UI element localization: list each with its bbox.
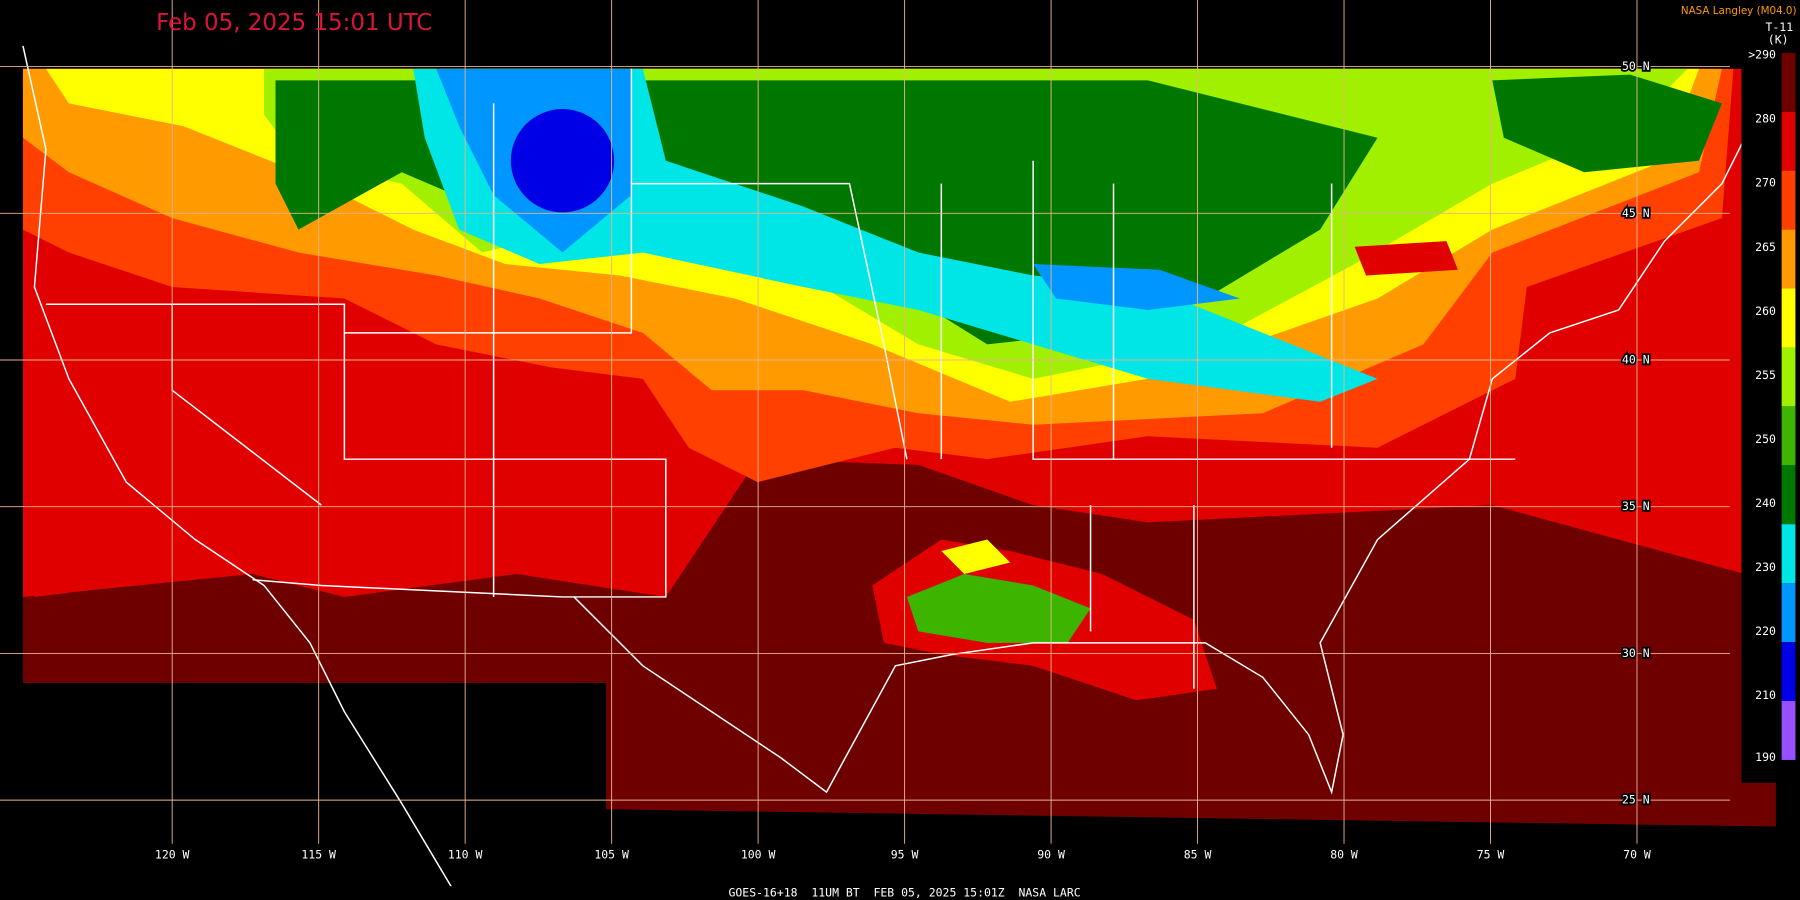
red-lake bbox=[1354, 241, 1458, 276]
green-northeast bbox=[1492, 74, 1722, 173]
longitude-label: 85 W bbox=[1184, 848, 1212, 862]
product: T-11 bbox=[1765, 20, 1793, 34]
latitude-label: 35 N bbox=[1622, 499, 1650, 513]
west-coast bbox=[22, 45, 460, 900]
credit: NASA Langley (M04.0) bbox=[1681, 5, 1797, 17]
colorbar-label: 260 bbox=[1755, 304, 1776, 318]
longitude-label: 90 W bbox=[1037, 848, 1065, 862]
colorbar-swatch bbox=[1781, 701, 1796, 760]
colorbar-label: 270 bbox=[1755, 176, 1776, 190]
footer: GOES-16+18 11UM BT FEB 05, 2025 15:01Z N… bbox=[729, 886, 1081, 900]
cold-core bbox=[510, 109, 615, 213]
colorbar-swatch bbox=[1781, 406, 1796, 466]
longitude-label: 110 W bbox=[448, 848, 483, 862]
gulf-yellow bbox=[941, 539, 1011, 574]
colorbar-swatch bbox=[1781, 583, 1796, 643]
longitude-label: 95 W bbox=[891, 848, 919, 862]
latitude-label: 50 N bbox=[1622, 59, 1650, 73]
blue-band bbox=[1033, 264, 1240, 310]
colorbar-swatch bbox=[1781, 465, 1796, 525]
latitude-label: 25 N bbox=[1622, 793, 1650, 807]
pacific-cloud bbox=[22, 516, 138, 597]
colorbar-swatch bbox=[1781, 170, 1796, 230]
longitude-label: 75 W bbox=[1477, 848, 1505, 862]
colorbar: >290 280 270 265 260 255 250 240 230 220 210 190 bbox=[1748, 48, 1796, 764]
colorbar-swatch bbox=[1781, 524, 1796, 584]
colorbar-label: >290 bbox=[1748, 48, 1776, 62]
colorbar-swatch bbox=[1781, 52, 1796, 112]
east-gulf-coast bbox=[573, 114, 1758, 795]
longitude-label: 120 W bbox=[155, 848, 190, 862]
colorbar-swatch bbox=[1781, 347, 1796, 407]
colorbar-label: 265 bbox=[1755, 240, 1776, 254]
longitude-label: 100 W bbox=[741, 848, 776, 862]
latitude-label: 40 N bbox=[1622, 353, 1650, 367]
longitude-label: 105 W bbox=[594, 848, 629, 862]
longitude-label: 115 W bbox=[301, 848, 336, 862]
footer-strip bbox=[0, 886, 1800, 900]
colorbar-swatch bbox=[1781, 111, 1796, 171]
gulf-green bbox=[906, 573, 1091, 643]
colorbar-label: 210 bbox=[1755, 688, 1776, 702]
latitude-label: 45 N bbox=[1622, 206, 1650, 220]
longitude-label: 70 W bbox=[1623, 848, 1651, 862]
colorbar-label: 240 bbox=[1755, 496, 1776, 510]
colorbar-label: 230 bbox=[1755, 560, 1776, 574]
cyan-region bbox=[413, 68, 1378, 402]
longitude-label: 80 W bbox=[1330, 848, 1358, 862]
colorbar-label: 250 bbox=[1755, 432, 1776, 446]
timestamp-title: Feb 05, 2025 15:01 UTC bbox=[156, 10, 432, 36]
colorbar-label: 190 bbox=[1755, 750, 1776, 764]
colorbar-swatch bbox=[1781, 229, 1796, 289]
colorbar-label: 220 bbox=[1755, 624, 1776, 638]
colorbar-swatch bbox=[1781, 288, 1796, 348]
colorbar-swatch bbox=[1781, 642, 1796, 702]
unit: (K) bbox=[1768, 33, 1789, 47]
latitude-label: 30 N bbox=[1622, 646, 1650, 660]
colorbar-label: 280 bbox=[1755, 112, 1776, 126]
colorbar-label: 255 bbox=[1755, 368, 1776, 382]
graticule: 50 N 45 N 40 N 35 N 30 N 25 N 120 W 115 W 110 W 1… bbox=[0, 0, 1730, 862]
imagery bbox=[22, 68, 1776, 827]
